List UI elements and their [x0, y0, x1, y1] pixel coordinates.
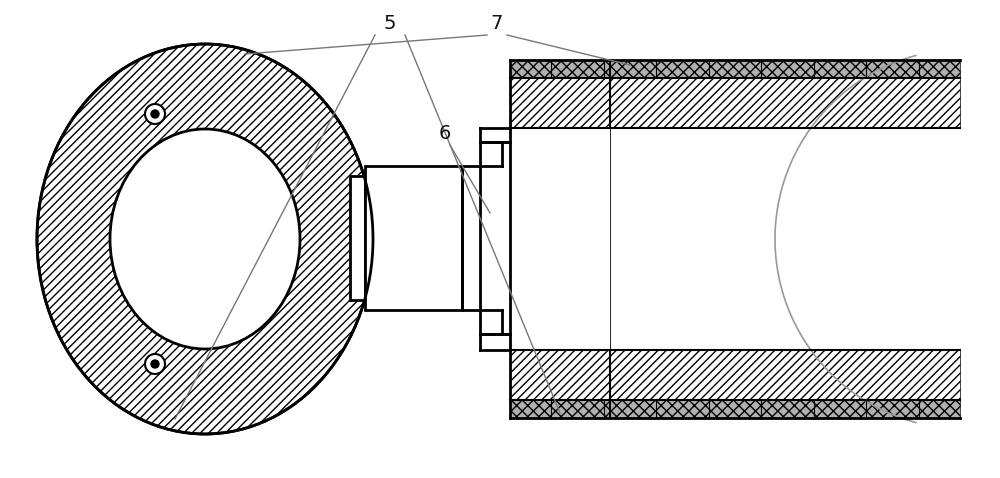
Circle shape — [145, 104, 165, 124]
Polygon shape — [365, 166, 462, 310]
Text: 5: 5 — [384, 13, 396, 33]
Bar — [510, 78, 960, 128]
Bar — [510, 60, 960, 78]
Text: 6: 6 — [439, 123, 451, 142]
Circle shape — [151, 110, 159, 118]
Ellipse shape — [37, 44, 373, 434]
Bar — [510, 400, 960, 418]
Circle shape — [151, 360, 159, 368]
Bar — [510, 78, 960, 128]
Ellipse shape — [110, 129, 300, 349]
Polygon shape — [350, 176, 365, 300]
Circle shape — [145, 354, 165, 374]
Bar — [510, 350, 960, 400]
Bar — [510, 60, 960, 418]
Bar — [510, 350, 960, 400]
Bar — [510, 60, 960, 78]
Bar — [510, 400, 960, 418]
Text: 7: 7 — [491, 13, 503, 33]
